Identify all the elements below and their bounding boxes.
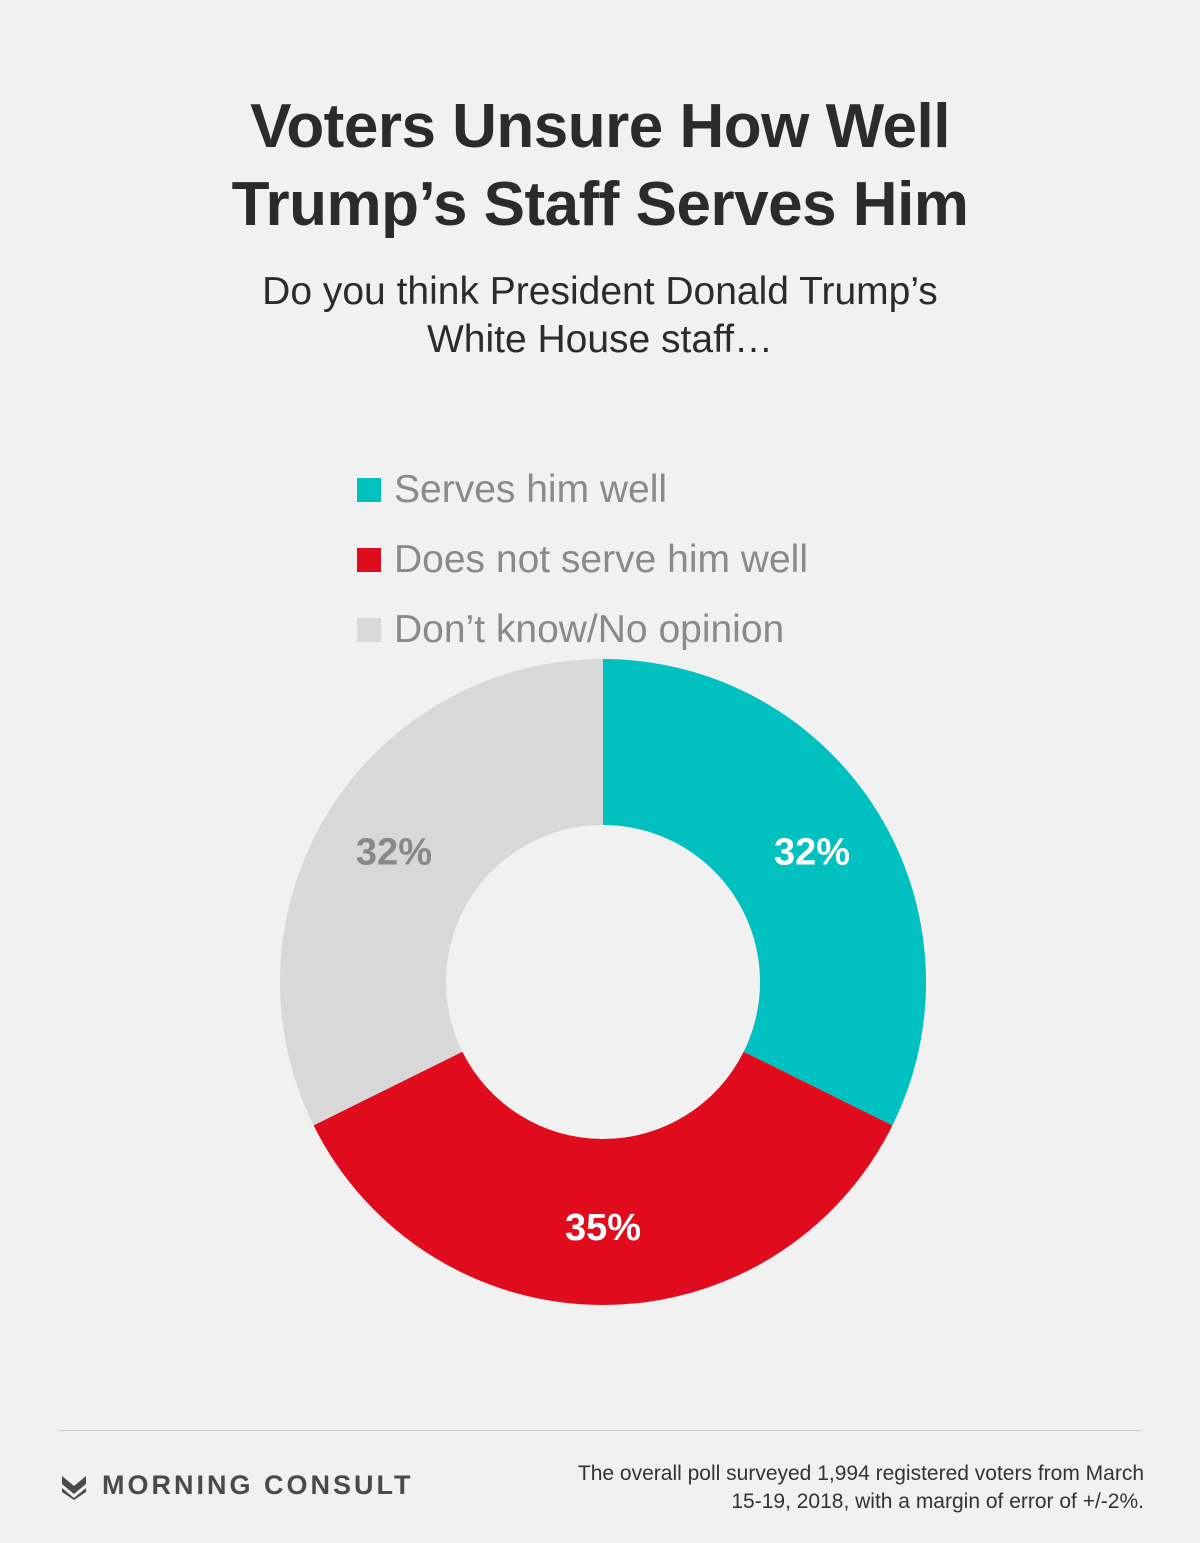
legend-swatch-dont-know: [357, 618, 381, 642]
legend-item-does-not-serve: Does not serve him well: [357, 525, 808, 595]
donut-slice-label-1: 35%: [565, 1207, 641, 1249]
legend-label-dont-know: Don’t know/No opinion: [394, 608, 785, 651]
chart-title: Voters Unsure How Well Trump’s Staff Ser…: [0, 88, 1200, 244]
donut-slice-label-2: 32%: [356, 831, 432, 873]
chart-title-line-1: Voters Unsure How Well: [250, 92, 950, 161]
donut-slice-1: [313, 1051, 893, 1305]
legend-swatch-serves-well: [357, 478, 381, 502]
donut-slice-0: [603, 659, 926, 1126]
legend-item-serves-well: Serves him well: [357, 455, 808, 525]
chart-title-line-2: Trump’s Staff Serves Him: [231, 170, 969, 239]
donut-slice-2: [280, 659, 603, 1126]
footnote-line-1: The overall poll surveyed 1,994 register…: [577, 1462, 1144, 1485]
chart-subtitle: Do you think President Donald Trump’s Wh…: [0, 268, 1200, 364]
footnote: The overall poll surveyed 1,994 register…: [444, 1460, 1144, 1516]
legend-label-does-not-serve: Does not serve him well: [394, 538, 808, 581]
footer-divider: [58, 1430, 1142, 1431]
legend-label-serves-well: Serves him well: [394, 468, 668, 511]
legend-item-dont-know: Don’t know/No opinion: [357, 595, 808, 665]
brand-name: MORNING CONSULT: [102, 1470, 414, 1500]
donut-slice-label-0: 32%: [774, 831, 850, 873]
chart-legend: Serves him well Does not serve him well …: [357, 455, 808, 665]
morning-consult-logo-icon: [62, 1475, 86, 1500]
legend-swatch-does-not-serve: [357, 548, 381, 572]
footnote-line-2: 15-19, 2018, with a margin of error of +…: [731, 1490, 1144, 1513]
brand-logo: MORNING CONSULT: [60, 1470, 413, 1501]
chart-subtitle-line-2: White House staff…: [426, 318, 774, 361]
chart-subtitle-line-1: Do you think President Donald Trump’s: [262, 270, 938, 313]
